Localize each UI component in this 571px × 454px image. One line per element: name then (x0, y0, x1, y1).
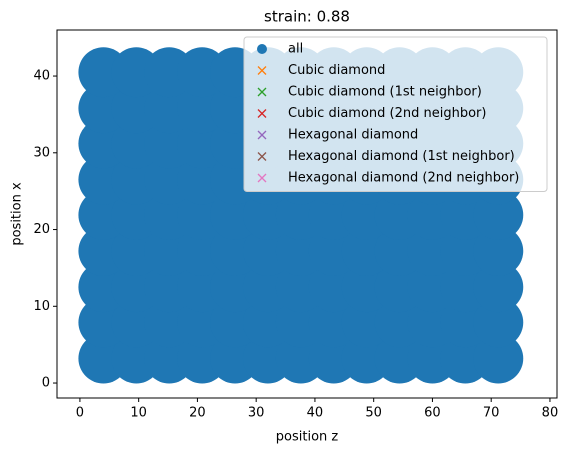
legend-marker (257, 173, 267, 183)
x-tick-label: 70 (483, 406, 500, 421)
legend-label: all (288, 42, 303, 57)
y-tick-label: 40 (33, 69, 50, 84)
chart-title: strain: 0.88 (264, 8, 350, 26)
data-point (473, 297, 524, 348)
x-tick-label: 10 (130, 406, 147, 421)
x-tick-label: 60 (424, 406, 441, 421)
x-tick-label: 80 (542, 406, 559, 421)
data-point (473, 189, 524, 240)
legend-label: Hexagonal diamond (2nd neighbor) (288, 171, 519, 186)
data-point (473, 226, 524, 277)
x-tick-label: 0 (76, 406, 84, 421)
legend-label: Hexagonal diamond (288, 128, 418, 143)
x-tick-label: 30 (248, 406, 265, 421)
x-axis-label: position z (276, 430, 339, 445)
axes-frame (56, 29, 558, 399)
legend-marker (257, 66, 267, 75)
x-tick-label: 20 (189, 406, 206, 421)
legend-label: Hexagonal diamond (1st neighbor) (288, 149, 515, 164)
x-tick-label: 50 (365, 406, 382, 421)
legend-label: Cubic diamond (1st neighbor) (288, 85, 482, 100)
legend-label: Cubic diamond (2nd neighbor) (288, 106, 486, 121)
y-tick-label: 30 (33, 145, 50, 160)
legend-marker (257, 87, 267, 97)
y-tick-label: 10 (33, 299, 50, 314)
y-tick-label: 20 (33, 222, 50, 237)
data-point (473, 262, 524, 313)
legend-marker (257, 44, 267, 54)
data-point (473, 333, 524, 384)
y-tick-label: 0 (42, 376, 50, 391)
legend-marker (257, 152, 267, 161)
legend-marker (257, 130, 267, 140)
legend-box (243, 36, 548, 192)
legend-marker (257, 109, 267, 118)
legend: all Cubic diamond Cubic diamond (1st neigh… (243, 36, 548, 192)
y-axis-label: position x (10, 182, 25, 246)
x-tick-label: 40 (307, 406, 324, 421)
legend-label: Cubic diamond (288, 63, 385, 78)
